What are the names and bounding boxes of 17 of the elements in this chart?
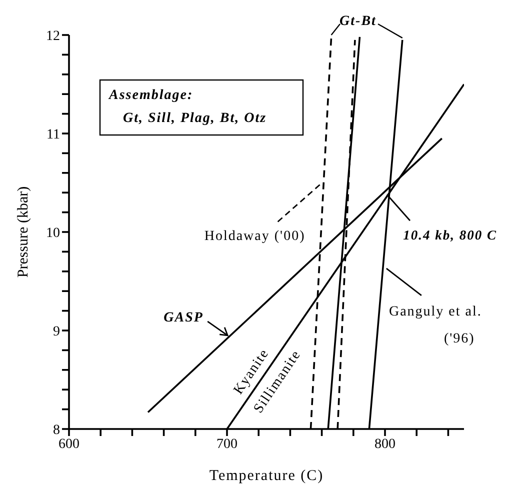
- annotation: Assemblage:: [108, 88, 194, 103]
- annotation: Holdaway ('00): [204, 228, 306, 244]
- x-tick-label: 800: [374, 436, 396, 452]
- y-tick-label: 11: [46, 127, 60, 142]
- annotation: Ganguly et al. ('96): [388, 304, 482, 346]
- y-tick-label: 9: [53, 324, 60, 340]
- x-axis-title: Temperature (C): [209, 468, 324, 484]
- y-axis-title: Pressure (kbar): [15, 186, 32, 278]
- y-tick-label: 10: [46, 226, 60, 241]
- annotation: 10.4 kb, 800 C: [403, 228, 497, 243]
- annotation: Gt, Sill, Plag, Bt, Otz: [123, 111, 267, 126]
- annotation: GASP: [164, 310, 204, 326]
- y-tick-label: 12: [46, 28, 60, 44]
- y-tick-label: 8: [53, 422, 60, 438]
- annotation: Gt-Bt: [340, 14, 377, 29]
- x-tick-label: 600: [58, 436, 80, 452]
- x-tick-label: 700: [216, 436, 238, 452]
